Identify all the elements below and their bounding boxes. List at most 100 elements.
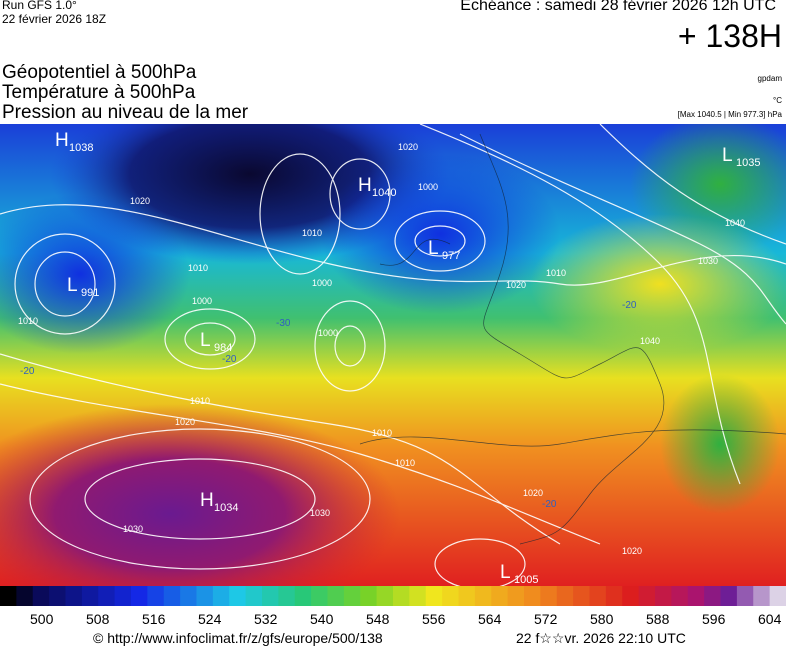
color-scale-label: 580 — [590, 611, 614, 627]
center-value: 1035 — [736, 157, 760, 169]
color-swatch — [491, 586, 509, 606]
temperature-label: -20 — [222, 354, 237, 365]
field: Pression au niveau de la mer — [2, 102, 249, 123]
color-scale-label: 572 — [534, 611, 558, 627]
color-scale-label: 532 — [254, 611, 278, 627]
color-swatch — [458, 586, 476, 606]
color-swatch — [442, 586, 459, 606]
center-type: L — [500, 562, 511, 583]
color-scale-label: 500 — [30, 611, 54, 627]
isobar-label: 1020 — [622, 546, 642, 556]
color-swatch — [212, 586, 230, 606]
generated: 22 f☆☆vr. 2026 22:10 UTC — [516, 630, 686, 646]
pressure-center: H 1038 — [55, 130, 93, 154]
color-swatch — [294, 586, 312, 606]
color-scale-label: 596 — [702, 611, 726, 627]
lead-time: + 138H — [677, 18, 782, 54]
isobar-label: 1000 — [192, 296, 212, 306]
isobar-label: 1020 — [523, 488, 543, 498]
color-swatch — [687, 586, 705, 606]
temperature-label: -20 — [20, 366, 35, 377]
isobar-label: 1010 — [188, 263, 208, 273]
pressure-range: [Max 1040.5 | Min 977.3] hPa — [677, 110, 782, 119]
isobar-label: 1030 — [123, 524, 143, 534]
color-swatch — [278, 586, 296, 606]
pressure-center: L 977 — [428, 238, 460, 262]
color-swatch — [360, 586, 378, 606]
isobar-label: 1030 — [310, 508, 330, 518]
color-swatch — [32, 586, 50, 606]
center-type: L — [428, 238, 439, 259]
color-swatch — [720, 586, 738, 606]
color-swatch — [163, 586, 181, 606]
color-swatch — [605, 586, 623, 606]
center-value: 1040 — [372, 187, 396, 199]
color-swatch — [262, 586, 279, 606]
color-scale-label: 524 — [198, 611, 222, 627]
isobar-label: 1010 — [18, 316, 38, 326]
center-value: 984 — [214, 342, 232, 354]
source: © http://www.infoclimat.fr/z/gfs/europe/… — [93, 630, 383, 646]
isobar-label: 1000 — [312, 278, 332, 288]
isobar-label: 1040 — [640, 336, 660, 346]
color-swatch — [638, 586, 656, 606]
color-scale-label: 556 — [422, 611, 446, 627]
isobar-label: 1010 — [302, 228, 322, 238]
center-value: 1034 — [214, 502, 238, 514]
color-swatch — [114, 586, 132, 606]
color-swatch — [769, 586, 786, 606]
color-swatch — [425, 586, 443, 606]
center-type: H — [55, 130, 69, 151]
temperature-label: -20 — [622, 300, 637, 311]
color-swatch — [704, 586, 721, 606]
color-swatch — [524, 586, 541, 606]
color-swatch — [81, 586, 99, 606]
pressure-center: H 1040 — [358, 175, 396, 199]
color-swatch — [343, 586, 361, 606]
center-type: H — [200, 490, 214, 511]
color-scale-label: 516 — [142, 611, 166, 627]
color-scale-label: 540 — [310, 611, 334, 627]
color-swatch — [393, 586, 410, 606]
valid-time: Echéance : samedi 28 février 2026 12h UT… — [460, 0, 776, 14]
unit: gpdam — [757, 74, 782, 83]
field: Géopotentiel à 500hPa — [2, 62, 197, 83]
color-swatch — [98, 586, 116, 606]
center-type: L — [67, 275, 78, 296]
pressure-center: L 991 — [67, 275, 99, 299]
isobar-label: 1010 — [190, 396, 210, 406]
color-swatch — [16, 586, 34, 606]
isobar-label: 1010 — [395, 458, 415, 468]
isobar-label: 1020 — [130, 196, 150, 206]
isobar-label: 1020 — [175, 417, 195, 427]
isobar-label: 1010 — [372, 428, 392, 438]
field: Température à 500hPa — [2, 82, 196, 103]
center-value: 991 — [81, 287, 99, 299]
isobar-label: 1030 — [698, 256, 718, 266]
color-swatch — [573, 586, 590, 606]
color-swatch — [655, 586, 672, 606]
run: Run GFS 1.0° — [2, 0, 77, 12]
isobar-label: 1000 — [318, 328, 338, 338]
color-scale-label: 604 — [758, 611, 782, 627]
color-swatch — [409, 586, 427, 606]
isobar-label: 1020 — [506, 280, 526, 290]
pressure-center: L 1005 — [500, 562, 538, 586]
center-value: 1005 — [514, 574, 538, 586]
pressure-center: H 1034 — [200, 490, 238, 514]
color-swatch — [196, 586, 214, 606]
color-swatch — [376, 586, 394, 606]
isobar-label: 1020 — [398, 142, 418, 152]
color-swatch — [589, 586, 607, 606]
run-date: 22 février 2026 18Z — [2, 12, 107, 26]
pressure-center: L 1035 — [722, 145, 760, 169]
color-swatch — [671, 586, 689, 606]
color-scale-label: 548 — [366, 611, 390, 627]
color-scale-label: 508 — [86, 611, 110, 627]
color-swatch — [474, 586, 492, 606]
color-swatch — [507, 586, 525, 606]
color-swatch — [229, 586, 247, 606]
color-swatch — [245, 586, 263, 606]
